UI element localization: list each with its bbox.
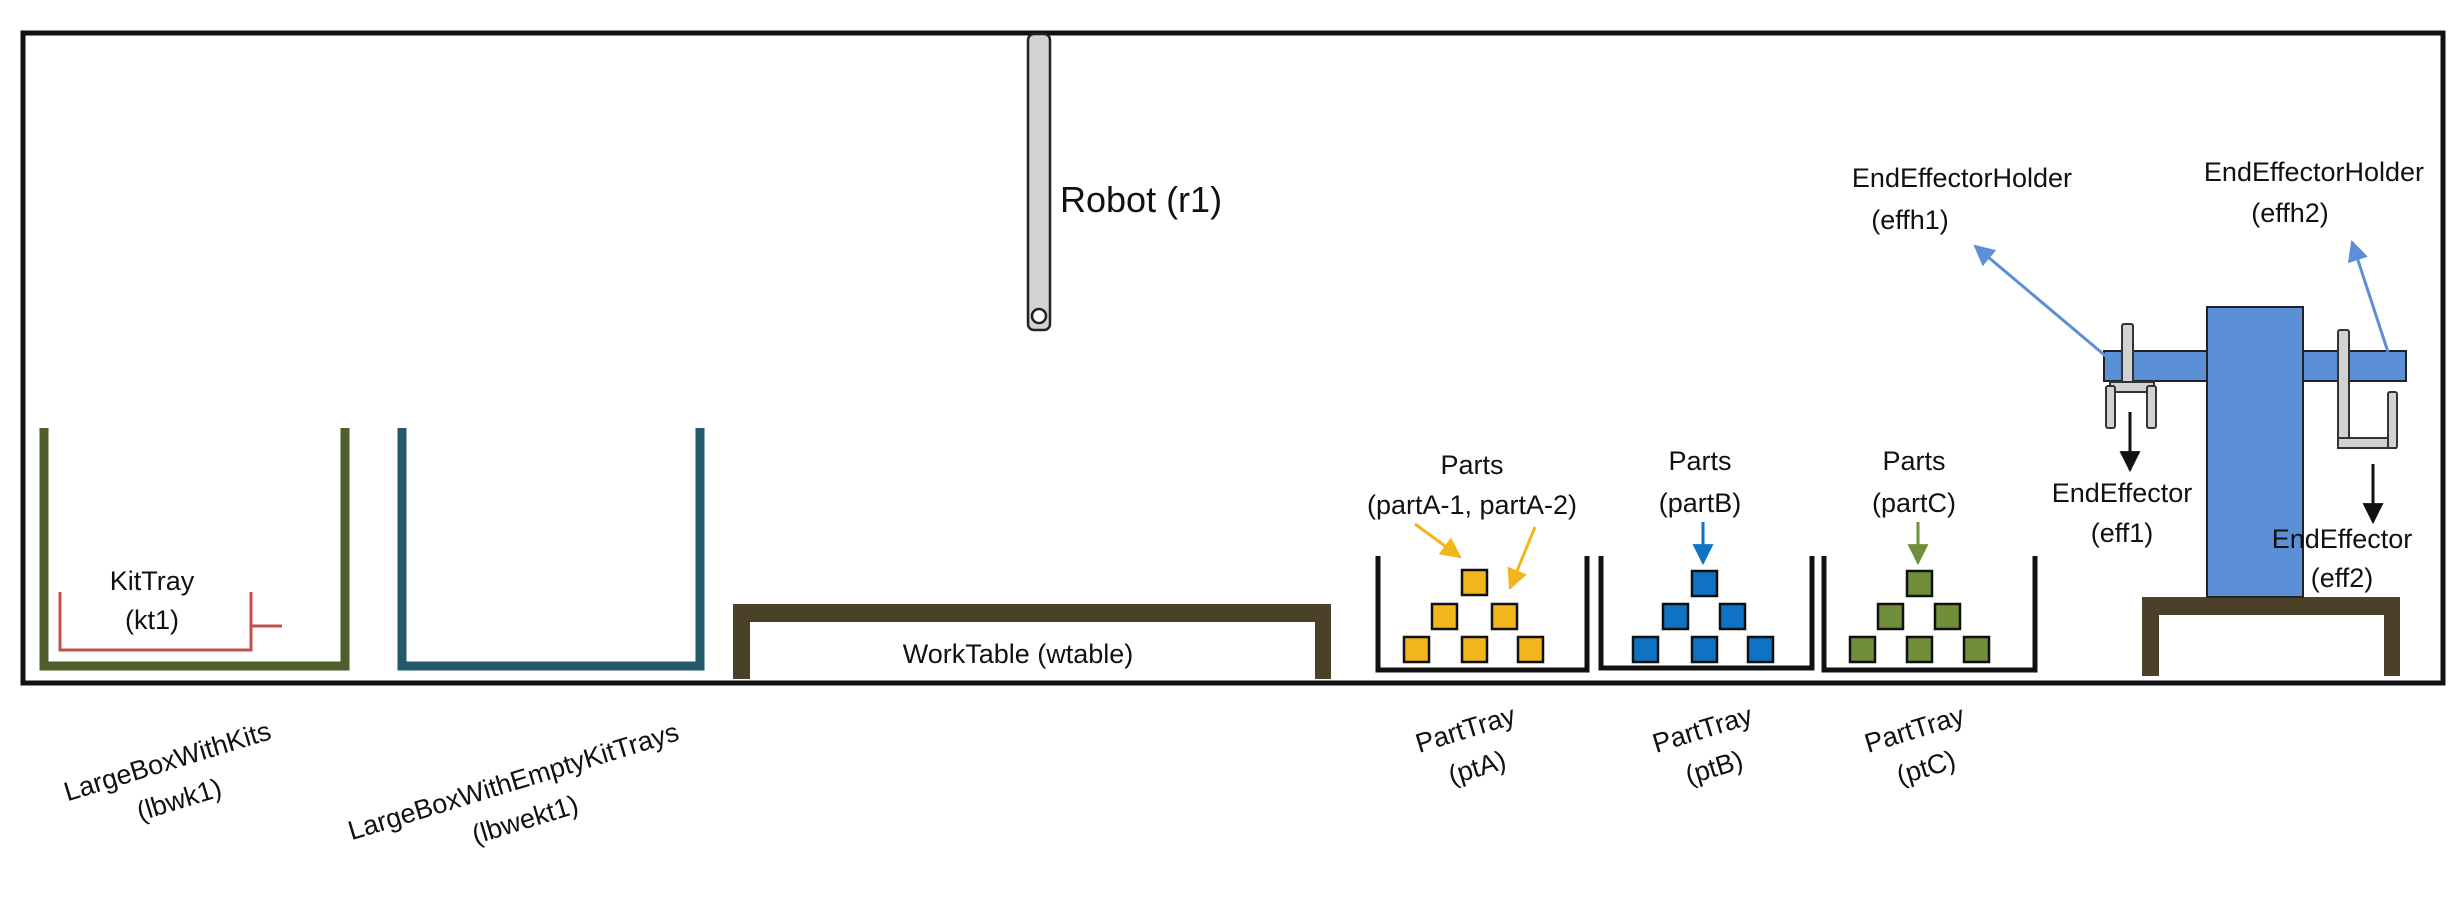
end-effector-holder-2-name: EndEffectorHolder [2204,157,2424,187]
end-effector-1 [2105,323,2157,429]
part-tray-a [1375,556,1590,673]
end-effector-2-name: EndEffector [2272,524,2413,554]
kit-tray-name: KitTray [110,566,195,596]
end-effector-table [2142,597,2400,676]
end-effector-holder-2-id: (effh2) [2251,198,2329,228]
end-effector-2-id: (eff2) [2311,563,2374,593]
robot-label: Robot (r1) [1060,179,1222,220]
end-effector-holder-2-arrow [2347,240,2390,353]
part-tray-c [1821,556,2038,673]
parts-c [1848,569,1991,664]
end-effector-holder-post [2206,306,2304,598]
large-box-with-empty-kit-trays [397,428,705,671]
parts-a-id: (partA-1, partA-2) [1367,490,1577,520]
parts-a-arrow-2 [1507,526,1537,590]
parts-b-id: (partB) [1659,488,1742,518]
work-table [733,604,1331,679]
part-tray-b-id: (ptB) [1682,745,1747,791]
end-effector-2 [2337,329,2398,449]
end-effector-holder-1-name: EndEffectorHolder [1852,163,2072,193]
kit-tray-id: (kt1) [125,605,179,635]
part-tray-c-id: (ptC) [1893,745,1959,791]
part-tray-a-id: (ptA) [1445,745,1510,791]
end-effector-1-name: EndEffector [2052,478,2193,508]
end-effector-1-id: (eff1) [2091,518,2154,548]
part-tray-b [1598,556,1815,671]
part-tray-c-name: PartTray [1861,700,1968,759]
workcell-frame [20,30,2446,686]
kit-tray [58,592,282,652]
parts-a-name: Parts [1440,450,1503,480]
work-table-label: WorkTable (wtable) [903,639,1134,669]
end-effector-holder-1-id: (effh1) [1871,205,1949,235]
part-tray-b-name: PartTray [1649,700,1756,759]
parts-a-arrow-1 [1414,522,1462,559]
end-effector-holder-1-arrow [1973,244,2109,360]
part-tray-a-name: PartTray [1412,700,1519,759]
large-box-with-kits [39,428,350,671]
parts-b [1631,569,1775,664]
robot-arm [1026,32,1052,332]
parts-c-id: (partC) [1872,488,1956,518]
parts-b-name: Parts [1668,446,1731,476]
parts-a [1402,568,1545,664]
parts-c-name: Parts [1882,446,1945,476]
